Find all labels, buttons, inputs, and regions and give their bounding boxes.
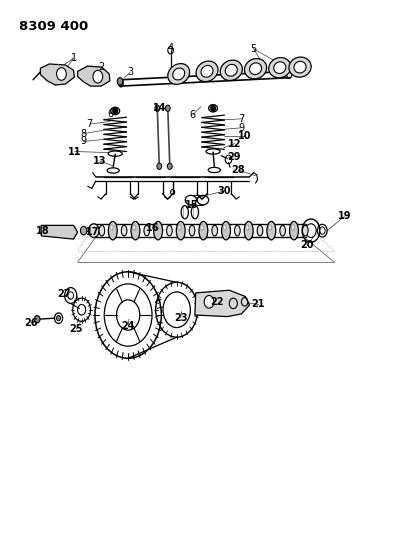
Text: 22: 22 [210, 297, 223, 308]
Text: 11: 11 [68, 147, 81, 157]
Ellipse shape [244, 221, 252, 240]
Text: 17: 17 [85, 227, 99, 237]
Text: 7: 7 [238, 114, 244, 124]
Circle shape [165, 105, 170, 111]
Ellipse shape [268, 58, 290, 78]
Ellipse shape [225, 64, 237, 76]
Text: 9: 9 [238, 123, 244, 133]
Circle shape [157, 163, 161, 169]
Text: 25: 25 [70, 324, 83, 334]
Ellipse shape [200, 66, 213, 77]
Ellipse shape [121, 225, 127, 236]
Text: 12: 12 [227, 139, 240, 149]
Circle shape [167, 163, 172, 169]
Text: 30: 30 [217, 186, 230, 196]
Ellipse shape [99, 225, 104, 236]
Ellipse shape [221, 221, 230, 240]
Text: 3: 3 [127, 67, 133, 77]
Ellipse shape [172, 68, 184, 80]
Ellipse shape [178, 225, 181, 230]
Ellipse shape [153, 221, 162, 240]
Text: 19: 19 [337, 212, 351, 221]
Ellipse shape [273, 62, 285, 74]
Text: 10: 10 [237, 131, 251, 141]
Ellipse shape [244, 59, 266, 79]
Ellipse shape [155, 225, 158, 230]
Ellipse shape [189, 225, 194, 236]
Text: 8309 400: 8309 400 [19, 20, 88, 33]
Circle shape [155, 105, 160, 111]
Circle shape [80, 227, 87, 235]
Polygon shape [41, 225, 77, 239]
Ellipse shape [220, 60, 242, 80]
Ellipse shape [130, 221, 139, 240]
Text: 7: 7 [86, 119, 92, 129]
Ellipse shape [256, 225, 262, 236]
Ellipse shape [289, 221, 298, 240]
Text: 6: 6 [107, 109, 113, 118]
Text: 6: 6 [189, 110, 196, 119]
Text: 4: 4 [167, 43, 173, 53]
Circle shape [34, 316, 40, 323]
Ellipse shape [288, 57, 310, 77]
Circle shape [56, 316, 61, 321]
Circle shape [204, 295, 213, 308]
Circle shape [93, 70, 102, 83]
Ellipse shape [196, 61, 218, 82]
Ellipse shape [249, 63, 261, 75]
Circle shape [112, 108, 117, 114]
Text: 21: 21 [251, 300, 265, 310]
Ellipse shape [198, 221, 207, 240]
Text: 9: 9 [81, 136, 87, 147]
Text: 14: 14 [153, 103, 166, 114]
Text: 23: 23 [173, 313, 187, 322]
Ellipse shape [176, 221, 185, 240]
Ellipse shape [279, 225, 285, 236]
Text: 20: 20 [299, 240, 313, 251]
Text: 18: 18 [36, 225, 50, 236]
Text: 15: 15 [185, 200, 198, 210]
Ellipse shape [132, 225, 135, 230]
Text: 24: 24 [121, 320, 135, 330]
Circle shape [210, 105, 215, 111]
Text: 5: 5 [250, 44, 256, 54]
Ellipse shape [302, 225, 308, 236]
Ellipse shape [200, 225, 203, 230]
Polygon shape [77, 66, 110, 86]
Ellipse shape [211, 225, 217, 236]
Text: 29: 29 [227, 152, 240, 162]
Ellipse shape [144, 225, 149, 236]
Ellipse shape [222, 225, 226, 230]
Polygon shape [40, 64, 74, 85]
Circle shape [88, 224, 99, 238]
Circle shape [117, 78, 123, 85]
Text: 27: 27 [57, 289, 71, 300]
Ellipse shape [166, 225, 172, 236]
Text: 8: 8 [81, 128, 87, 139]
Text: 26: 26 [24, 318, 38, 328]
Ellipse shape [245, 225, 249, 230]
Ellipse shape [293, 61, 306, 73]
Ellipse shape [234, 225, 240, 236]
Ellipse shape [108, 221, 117, 240]
Text: 16: 16 [145, 223, 159, 233]
Text: 1: 1 [70, 53, 76, 63]
Ellipse shape [266, 221, 275, 240]
Text: 28: 28 [231, 165, 245, 175]
Ellipse shape [290, 225, 294, 230]
Circle shape [56, 68, 66, 80]
Ellipse shape [208, 104, 217, 112]
Text: 13: 13 [93, 156, 106, 166]
Text: 2: 2 [99, 62, 105, 72]
Ellipse shape [167, 63, 189, 84]
Ellipse shape [110, 107, 119, 115]
Ellipse shape [110, 225, 113, 230]
Ellipse shape [268, 225, 271, 230]
Polygon shape [194, 290, 249, 317]
